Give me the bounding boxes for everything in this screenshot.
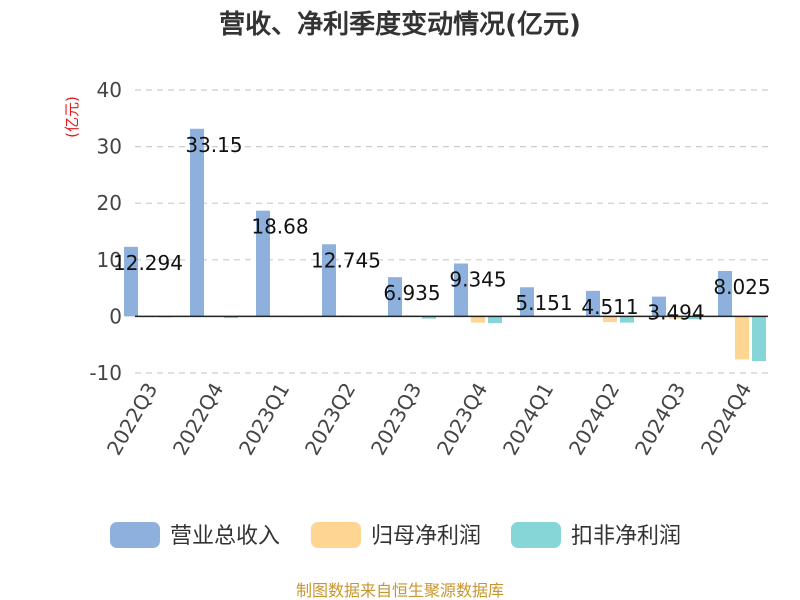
y-tick-label: 30 xyxy=(97,135,122,159)
x-tick-label: 2023Q4 xyxy=(432,379,492,460)
bar-revenue xyxy=(586,290,600,317)
y-tick-label: 0 xyxy=(109,304,122,328)
data-label: 5.151 xyxy=(515,291,572,315)
bar-revenue xyxy=(454,263,468,317)
data-label: 4.511 xyxy=(581,295,638,319)
x-tick-label: 2024Q1 xyxy=(498,379,558,460)
legend-swatch xyxy=(311,522,361,548)
bar-revenue xyxy=(190,128,204,317)
y-axis-ticks: -10 0 10 20 30 40 xyxy=(89,78,122,385)
bar-revenue xyxy=(520,287,534,317)
y-tick-label: 40 xyxy=(97,78,122,102)
source-note: 制图数据来自恒生聚源数据库 xyxy=(296,581,504,600)
bars-group xyxy=(124,128,766,362)
x-tick-label: 2023Q3 xyxy=(366,379,426,460)
bar-revenue xyxy=(652,296,666,317)
legend-swatch xyxy=(511,522,561,548)
legend-label: 归母净利润 xyxy=(371,524,481,549)
legend-label: 营业总收入 xyxy=(170,524,280,549)
data-label: 6.935 xyxy=(383,281,440,305)
x-tick-label: 2022Q3 xyxy=(102,379,162,460)
x-tick-label: 2023Q2 xyxy=(300,379,360,460)
bar-net-profit xyxy=(603,316,617,323)
y-axis-unit: (亿元) xyxy=(63,96,81,138)
x-tick-label: 2024Q4 xyxy=(696,379,756,460)
bar-net-profit xyxy=(471,316,485,323)
legend-label: 扣非净利润 xyxy=(571,524,681,549)
x-tick-label: 2023Q1 xyxy=(234,379,294,460)
bar-deducted-profit xyxy=(620,316,634,323)
y-tick-label: 10 xyxy=(97,248,122,272)
data-label: 33.15 xyxy=(185,133,242,157)
bar-net-profit xyxy=(669,316,683,319)
data-label: 18.68 xyxy=(251,215,308,239)
y-tick-label: 20 xyxy=(97,191,122,215)
x-tick-label: 2024Q2 xyxy=(564,379,624,460)
bar-net-profit xyxy=(735,316,749,360)
bar-revenue xyxy=(322,244,336,317)
data-label: 3.494 xyxy=(647,301,704,325)
data-label: 12.294 xyxy=(113,251,183,275)
bar-deducted-profit xyxy=(488,316,502,324)
bar-deducted-profit xyxy=(752,316,766,362)
legend-swatch xyxy=(110,522,160,548)
bar-deducted-profit xyxy=(686,316,700,320)
y-tick-label: -10 xyxy=(89,361,122,385)
bar-revenue xyxy=(124,246,138,317)
x-tick-label: 2022Q4 xyxy=(168,379,228,460)
legend: 营业总收入 归母净利润 扣非净利润 xyxy=(110,522,681,549)
chart-title: 营收、净利季度变动情况(亿元) xyxy=(219,9,581,40)
data-label: 9.345 xyxy=(449,268,506,292)
bar-revenue xyxy=(256,210,270,317)
data-label: 12.745 xyxy=(311,248,381,272)
bar-deducted-profit xyxy=(224,316,238,319)
x-tick-label: 2024Q3 xyxy=(630,379,690,460)
x-axis-tick-labels: 2022Q3 2022Q4 2023Q1 2023Q2 2023Q3 2023Q4 2024… xyxy=(102,379,756,460)
bar-revenue xyxy=(718,270,732,317)
data-label: 8.025 xyxy=(713,275,770,299)
bar-deducted-profit xyxy=(422,316,436,319)
bar-revenue xyxy=(388,277,402,317)
